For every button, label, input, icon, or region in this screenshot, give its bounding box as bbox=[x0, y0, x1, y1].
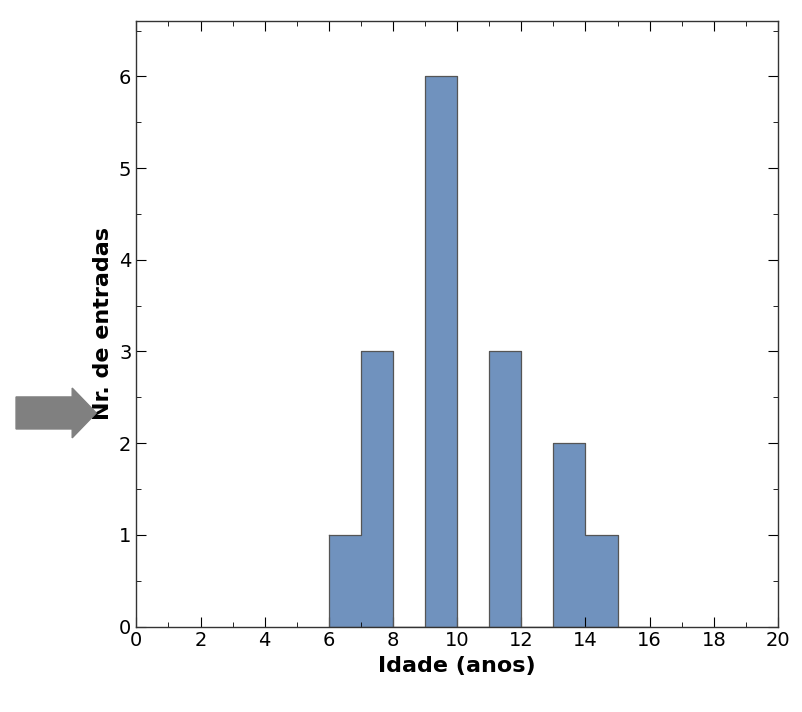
Y-axis label: Nr. de entradas: Nr. de entradas bbox=[93, 227, 113, 421]
X-axis label: Idade (anos): Idade (anos) bbox=[379, 656, 536, 676]
